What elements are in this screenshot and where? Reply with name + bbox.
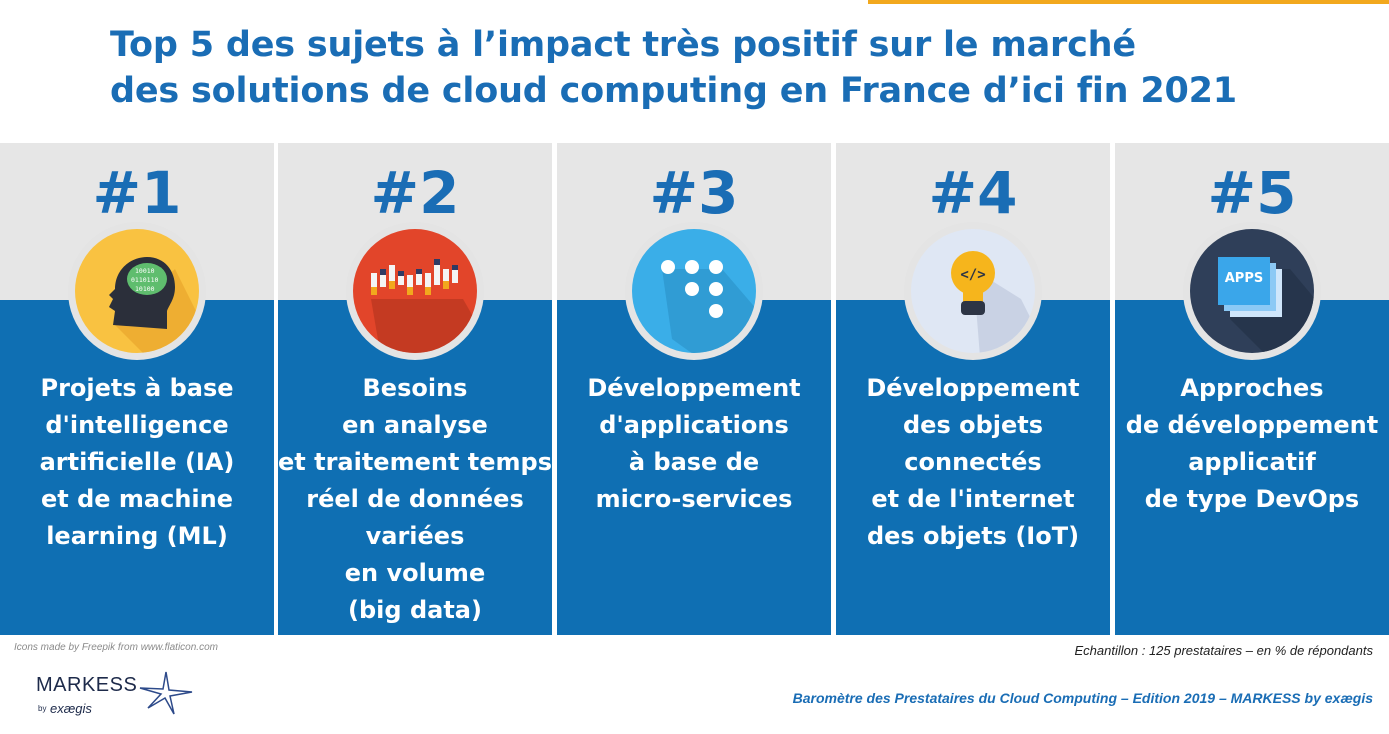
logo-by: by (38, 704, 47, 713)
topic-card-3: #3 Développement d'applications à base d… (557, 143, 831, 635)
sample-note: Echantillon : 125 prestataires – en % de… (1074, 643, 1373, 658)
icons-credit: Icons made by Freepik from www.flaticon.… (14, 642, 218, 653)
topic-rank: #2 (370, 159, 460, 227)
label-line: d'intelligence (45, 411, 229, 439)
microservices-dots-icon (632, 229, 756, 353)
title-line-1: Top 5 des sujets à l’impact très positif… (110, 25, 1136, 65)
topic-rank: #1 (92, 159, 182, 227)
accent-bar (868, 0, 1389, 4)
label-line: de type DevOps (1144, 485, 1360, 513)
label-line: et traitement temps (278, 448, 553, 476)
label-line: Besoins (362, 374, 468, 402)
topic-card-5: #5 APPS Approches de développement appli… (1115, 143, 1389, 635)
label-line: de développement (1125, 411, 1379, 439)
label-line: et de l'internet (871, 485, 1075, 513)
label-line: d'applications (599, 411, 789, 439)
icon-ring: </> (904, 222, 1042, 360)
markess-logo: MARKESS by exægis (36, 668, 206, 724)
topics-panels: #1 10010 0110110 10100 Projets à base d'… (0, 143, 1389, 635)
svg-text:0110110: 0110110 (131, 276, 158, 284)
bar-chart-icon (353, 229, 477, 353)
title-line-2: des solutions de cloud computing en Fran… (110, 71, 1237, 111)
icon-ring (625, 222, 763, 360)
label-line: artificielle (IA) (39, 448, 235, 476)
label-line: (big data) (348, 596, 482, 624)
label-line: learning (ML) (46, 522, 228, 550)
topic-card-4: #4 </> Développement des objets connecté… (836, 143, 1110, 635)
label-line: des objets (902, 411, 1044, 439)
source-note: Baromètre des Prestataires du Cloud Comp… (792, 690, 1373, 706)
label-line: en volume (344, 559, 486, 587)
topic-rank: #4 (928, 159, 1018, 227)
label-line: micro-services (595, 485, 793, 513)
label-line: Approches (1180, 374, 1324, 402)
brain-head-icon: 10010 0110110 10100 (75, 229, 199, 353)
apps-label: APPS (1224, 271, 1264, 286)
label-line: variées (365, 522, 465, 550)
label-line: en analyse (342, 411, 488, 439)
label-line: Développement (866, 374, 1080, 402)
label-line: et de machine (40, 485, 234, 513)
star-icon (139, 671, 193, 715)
topic-label: Projets à base d'intelligence artificiel… (0, 370, 274, 555)
svg-text:10010: 10010 (135, 267, 155, 275)
topic-label: Besoins en analyse et traitement temps r… (278, 370, 552, 629)
lightbulb-code-icon: </> (911, 229, 1035, 353)
page-title: Top 5 des sujets à l’impact très positif… (110, 22, 1290, 114)
icon-ring: APPS (1183, 222, 1321, 360)
label-line: des objets (IoT) (866, 522, 1080, 550)
apps-stack-icon: APPS (1190, 229, 1314, 353)
topic-card-1: #1 10010 0110110 10100 Projets à base d'… (0, 143, 274, 635)
label-line: connectés (904, 448, 1042, 476)
topic-card-2: #2 (278, 143, 552, 635)
svg-text:10100: 10100 (135, 285, 155, 293)
label-line: Projets à base (40, 374, 234, 402)
label-line: Développement (587, 374, 801, 402)
topic-label: Approches de développement applicatif de… (1115, 370, 1389, 518)
label-line: applicatif (1188, 448, 1316, 476)
topic-rank: #5 (1207, 159, 1297, 227)
logo-brand: exægis (50, 701, 92, 716)
logo-name: MARKESS (36, 674, 138, 696)
svg-text:</>: </> (960, 267, 985, 283)
topic-rank: #3 (649, 159, 739, 227)
icon-ring (346, 222, 484, 360)
icon-ring: 10010 0110110 10100 (68, 222, 206, 360)
topic-label: Développement d'applications à base de m… (557, 370, 831, 518)
label-line: à base de (628, 448, 760, 476)
label-line: réel de données (306, 485, 524, 513)
topic-label: Développement des objets connectés et de… (836, 370, 1110, 555)
